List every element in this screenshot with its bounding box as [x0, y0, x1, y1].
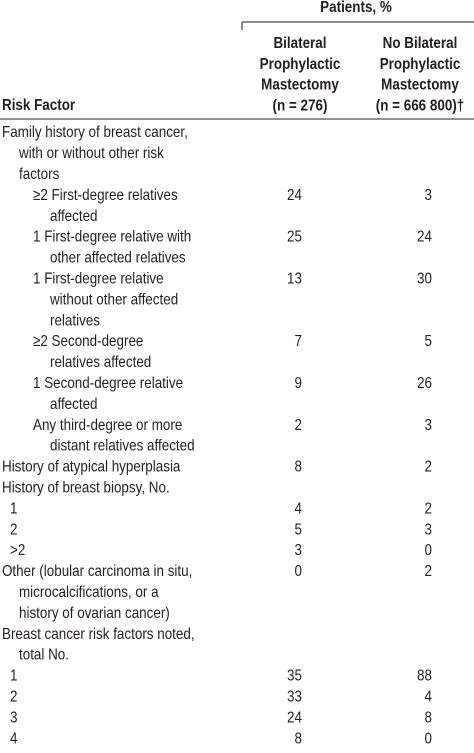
cell-value: 7 — [295, 333, 302, 350]
cell-value: 26 — [417, 375, 432, 392]
group-header: Patients, % — [320, 0, 392, 17]
row-label: 1 First-degree relative — [33, 271, 164, 288]
row-label: microcalcifications, or a — [19, 584, 159, 601]
row-label: History of breast biopsy, No. — [2, 480, 170, 497]
cell-value: 8 — [425, 709, 432, 726]
cell-value: 24 — [287, 187, 302, 204]
column-header: Risk Factor — [2, 97, 75, 114]
row-label: history of ovarian cancer) — [19, 605, 170, 622]
row-label: 3 — [10, 709, 17, 726]
row-label: Breast cancer risk factors noted, — [2, 626, 195, 643]
column-header: No Bilateral — [383, 35, 458, 52]
cell-value: 2 — [425, 563, 432, 580]
row-label: with or without other risk — [18, 145, 164, 162]
cell-value: 88 — [417, 668, 432, 685]
column-header: Prophylactic — [260, 56, 341, 73]
row-label: ≥2 First-degree relatives — [33, 187, 178, 204]
row-label: 1 — [10, 500, 17, 517]
row-label: Other (lobular carcinoma in situ, — [2, 563, 192, 580]
row-label: 1 First-degree relative with — [33, 229, 191, 246]
row-label: distant relatives affected — [50, 438, 195, 455]
row-label: total No. — [19, 647, 69, 664]
column-header: Bilateral — [273, 35, 326, 52]
row-label: History of atypical hyperplasia — [2, 459, 181, 476]
column-header: Mastectomy — [381, 77, 459, 94]
row-label: affected — [50, 396, 98, 413]
cell-value: 0 — [425, 542, 432, 559]
cell-value: 2 — [425, 500, 432, 517]
row-label: relatives affected — [50, 354, 151, 371]
cell-value: 25 — [287, 229, 302, 246]
row-label: 1 Second-degree relative — [33, 375, 183, 392]
row-label: 2 — [10, 689, 17, 706]
cell-value: 35 — [287, 668, 302, 685]
cell-value: 5 — [425, 333, 432, 350]
cell-value: 4 — [425, 689, 432, 706]
row-label: affected — [50, 208, 98, 225]
row-label: >2 — [10, 542, 25, 559]
cell-value: 33 — [287, 689, 302, 706]
cell-value: 8 — [295, 459, 302, 476]
cell-value: 2 — [425, 459, 432, 476]
cell-value: 30 — [417, 271, 432, 288]
column-header: Mastectomy — [261, 77, 339, 94]
cell-value: 3 — [425, 417, 432, 434]
row-label: 2 — [10, 521, 17, 538]
cell-value: 0 — [295, 563, 302, 580]
row-label: other affected relatives — [50, 250, 186, 267]
cell-value: 0 — [425, 730, 432, 747]
cell-value: 8 — [295, 730, 302, 747]
row-label: 4 — [10, 730, 17, 747]
row-label: without other affected — [49, 291, 178, 308]
cell-value: 2 — [295, 417, 302, 434]
cell-value: 13 — [287, 271, 302, 288]
row-label: 1 — [10, 668, 17, 685]
column-header: (n = 276) — [273, 97, 328, 114]
column-header: (n = 666 800)† — [376, 97, 464, 114]
cell-value: 9 — [295, 375, 302, 392]
cell-value: 24 — [417, 229, 432, 246]
table-text: Patients, % Risk Factor Bilateral Prophylac… — [2, 0, 464, 748]
cell-value: 3 — [295, 542, 302, 559]
cell-value: 3 — [425, 187, 432, 204]
cell-value: 3 — [425, 521, 432, 538]
cell-value: 4 — [295, 500, 302, 517]
row-label: Any third-degree or more — [33, 417, 182, 434]
cell-value: 5 — [295, 521, 302, 538]
row-label: relatives — [50, 312, 100, 329]
row-label: factors — [19, 166, 59, 183]
row-label: Family history of breast cancer, — [2, 124, 188, 141]
cell-value: 24 — [287, 709, 302, 726]
row-label: ≥2 Second-degree — [33, 333, 143, 350]
column-header: Prophylactic — [380, 56, 461, 73]
